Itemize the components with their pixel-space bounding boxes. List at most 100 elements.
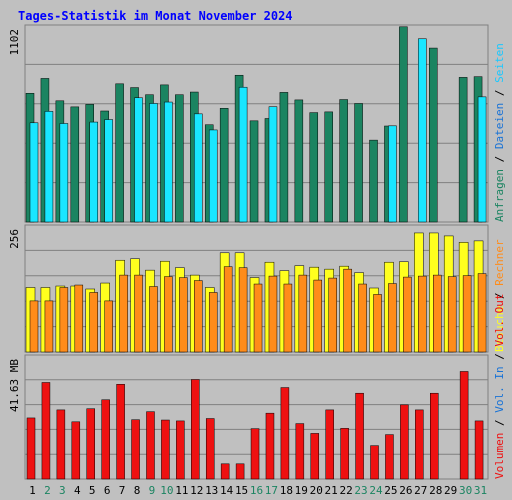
y-max-label: 256 [8, 229, 21, 249]
bar-volumen [340, 428, 349, 480]
panel-bottom: 41.63 MB Volumen / Vol. In / Vol. Out [8, 294, 506, 480]
bar-rechner [194, 280, 203, 353]
bar-dateien [59, 123, 69, 223]
x-tick-label: 13 [205, 484, 218, 497]
bar-volumen [280, 387, 290, 480]
x-tick-label: 26 [399, 484, 412, 497]
x-tick-label: 25 [384, 484, 397, 497]
x-tick-label: 24 [369, 484, 383, 497]
bar-rechner [418, 275, 427, 353]
bar-dateien [268, 106, 278, 223]
x-tick-label: 28 [429, 484, 442, 497]
bar-rechner [462, 275, 472, 353]
bar-rechner [433, 274, 442, 353]
bar-rechner [223, 266, 233, 353]
bar-volumen [205, 418, 215, 480]
chart-panels: 1102 Anfragen / Dateien / Seiten 256 Besuch… [8, 24, 506, 480]
bar-anfragen [175, 94, 184, 223]
bar-rechner [59, 287, 69, 353]
x-tick-label: 30 [459, 484, 472, 497]
bar-anfragen [369, 139, 378, 223]
legend-entry: Besuche [493, 306, 506, 352]
bar-anfragen [279, 92, 289, 223]
bar-dateien [149, 103, 158, 223]
x-tick-label: 11 [175, 484, 188, 497]
x-tick-label: 14 [220, 484, 234, 497]
x-tick-label: 6 [104, 484, 111, 497]
bar-volumen [459, 371, 469, 480]
legend-entry: Anfragen [493, 169, 506, 222]
x-tick-label: 22 [339, 484, 352, 497]
bar-volumen [176, 420, 185, 480]
bar-dateien [134, 97, 143, 223]
x-tick-label: 1 [29, 484, 36, 497]
x-tick-label: 7 [119, 484, 126, 497]
bar-dateien [388, 125, 397, 223]
bar-rechner [149, 286, 158, 353]
legend-label: Volumen / Vol. In / Vol. Out [493, 294, 506, 479]
x-tick-label: 20 [310, 484, 323, 497]
x-tick-label: 31 [474, 484, 487, 497]
panel-top: 1102 Anfragen / Dateien / Seiten [8, 24, 506, 223]
legend-entry: Volumen [493, 433, 506, 479]
bar-volumen [235, 463, 245, 480]
bar-dateien [477, 96, 487, 223]
bar-anfragen [249, 120, 259, 223]
bar-anfragen [324, 111, 333, 223]
legend-label: Anfragen / Dateien / Seiten [493, 43, 506, 222]
bar-rechner [447, 276, 457, 353]
legend-entry: Rechner [493, 239, 506, 286]
bar-volumen [131, 419, 140, 480]
y-max-label: 1102 [8, 29, 21, 56]
bar-rechner [403, 276, 412, 353]
bar-volumen [86, 408, 95, 480]
chart-title: Tages-Statistik im Monat November 2024 [18, 9, 293, 23]
bar-volumen [146, 411, 155, 480]
bar-rechner [238, 267, 248, 353]
bar-anfragen [429, 47, 438, 223]
bar-volumen [250, 428, 260, 480]
bar-volumen [385, 434, 394, 480]
legend-label: Besuche / Rechner [493, 239, 506, 352]
bar-rechner [89, 292, 98, 353]
bar-anfragen [399, 26, 408, 223]
x-tick-label: 23 [354, 484, 367, 497]
bar-anfragen [219, 108, 229, 223]
bar-rechner [179, 277, 188, 353]
legend-entry: Vol. In [493, 366, 506, 412]
bar-rechner [373, 294, 382, 353]
bar-rechner [208, 292, 218, 353]
bar-volumen [116, 384, 125, 480]
bar-volumen [101, 399, 110, 480]
bar-anfragen [70, 106, 80, 223]
bar-volumen [161, 419, 170, 480]
bar-volumen [26, 417, 36, 480]
x-tick-label: 10 [160, 484, 173, 497]
bar-rechner [283, 283, 293, 353]
bar-volumen [370, 445, 379, 480]
legend-entry: / [493, 286, 506, 306]
bar-volumen [325, 409, 334, 480]
x-tick-label: 27 [414, 484, 427, 497]
legend-entry: Seiten [493, 43, 506, 83]
bar-anfragen [309, 112, 319, 223]
bar-rechner [134, 274, 143, 353]
bar-dateien [208, 129, 218, 223]
bar-volumen [415, 409, 424, 480]
bar-dateien [164, 101, 173, 223]
bar-volumen [265, 412, 275, 480]
bar-anfragen [294, 99, 304, 223]
x-tick-label: 21 [325, 484, 338, 497]
bar-volumen [430, 392, 439, 480]
x-tick-label: 5 [89, 484, 96, 497]
x-tick-label: 2 [44, 484, 51, 497]
x-tick-label: 4 [74, 484, 81, 497]
x-tick-label: 19 [295, 484, 308, 497]
panel-middle: 256 Besuche / Rechner [8, 224, 506, 353]
bar-volumen [310, 433, 320, 480]
bar-volumen [220, 463, 230, 480]
bar-rechner [44, 300, 54, 353]
x-axis: 1 2 3 4 5 6 7 8 9 10 11 12 13 14 15 16 17 18 19 20 21 22 23 24 2… [29, 484, 487, 497]
x-tick-label: 8 [134, 484, 141, 497]
